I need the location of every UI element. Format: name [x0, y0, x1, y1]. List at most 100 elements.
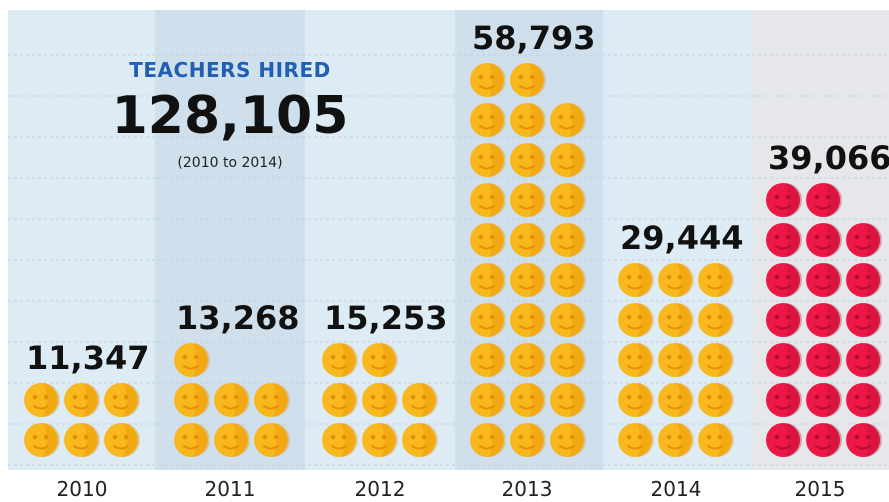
teacher-face-icon: [470, 303, 506, 337]
teacher-face-icon: [618, 423, 654, 457]
teacher-face-icon: [698, 303, 734, 337]
teacher-face-icon: [64, 423, 100, 457]
x-tick-2014: 2014: [651, 477, 702, 501]
teacher-face-icon: [510, 263, 546, 297]
teacher-face-icon: [806, 263, 842, 297]
teacher-face-icon: [766, 263, 802, 297]
icon-stack-2012: [322, 343, 438, 457]
teacher-face-icon: [618, 383, 654, 417]
teacher-face-icon: [214, 423, 250, 457]
icon-stack-2010: [24, 383, 140, 457]
x-tick-2011: 2011: [205, 477, 256, 501]
teacher-face-icon: [550, 303, 586, 337]
value-label-2012: 15,253: [324, 299, 447, 337]
value-label-2015: 39,066*: [768, 139, 889, 177]
teacher-face-icon: [402, 383, 438, 417]
teacher-face-icon: [766, 223, 802, 257]
teacher-face-icon: [510, 383, 546, 417]
teacher-face-icon: [806, 343, 842, 377]
teacher-face-icon: [214, 383, 250, 417]
value-label-2014: 29,444: [620, 219, 743, 257]
teacher-face-icon: [470, 143, 506, 177]
icon-stack-2014: [618, 263, 734, 457]
teacher-face-icon: [362, 383, 398, 417]
icon-stack-2015: [766, 183, 882, 457]
teacher-face-icon: [24, 383, 60, 417]
teacher-face-icon: [362, 423, 398, 457]
teacher-face-icon: [766, 383, 802, 417]
teacher-face-icon: [470, 103, 506, 137]
teacher-face-icon: [658, 343, 694, 377]
teacher-face-icon: [550, 223, 586, 257]
teacher-face-icon: [470, 263, 506, 297]
teacher-face-icon: [550, 423, 586, 457]
teacher-face-icon: [510, 303, 546, 337]
teacher-face-icon: [510, 223, 546, 257]
chart-title: TEACHERS HIRED: [129, 58, 331, 82]
teacher-face-icon: [322, 423, 358, 457]
teacher-face-icon: [846, 343, 882, 377]
teacher-face-icon: [766, 303, 802, 337]
teacher-face-icon: [470, 183, 506, 217]
teacher-face-icon: [362, 343, 398, 377]
teacher-face-icon: [550, 143, 586, 177]
teacher-face-icon: [322, 343, 358, 377]
teacher-face-icon: [618, 263, 654, 297]
teacher-face-icon: [846, 303, 882, 337]
value-label-2010: 11,347: [26, 339, 149, 377]
icon-stack-2011: [174, 343, 290, 457]
teacher-face-icon: [550, 343, 586, 377]
teacher-face-icon: [550, 263, 586, 297]
teacher-face-icon: [698, 383, 734, 417]
value-labels: 11,347 13,268 15,253 58,793 29,444 39,066*: [26, 19, 889, 377]
teacher-face-icon: [174, 423, 210, 457]
teacher-face-icon: [64, 383, 100, 417]
teacher-face-icon: [470, 343, 506, 377]
teacher-face-icon: [470, 223, 506, 257]
teacher-face-icon: [550, 183, 586, 217]
teacher-face-icon: [322, 383, 358, 417]
x-tick-2015: 2015: [795, 477, 846, 501]
gridlines: [8, 54, 889, 466]
icon-stack-2013: [470, 63, 586, 457]
teacher-face-icon: [254, 383, 290, 417]
teacher-face-icon: [470, 383, 506, 417]
teacher-face-icon: [510, 343, 546, 377]
teacher-face-icon: [470, 63, 506, 97]
teacher-face-icon: [104, 423, 140, 457]
teacher-face-icon: [174, 343, 210, 377]
teacher-face-icon: [402, 423, 438, 457]
teacher-face-icon: [766, 183, 802, 217]
teacher-face-icon: [470, 423, 506, 457]
total-range: (2010 to 2014): [177, 155, 283, 171]
total-hired: 128,105: [111, 86, 349, 146]
teacher-face-icon: [510, 103, 546, 137]
value-label-2011: 13,268: [176, 299, 299, 337]
x-tick-2013: 2013: [502, 477, 553, 501]
teacher-face-icon: [550, 103, 586, 137]
x-tick-2010: 2010: [57, 477, 108, 501]
teacher-face-icon: [766, 343, 802, 377]
teacher-face-icon: [846, 223, 882, 257]
teacher-face-icon: [698, 343, 734, 377]
x-tick-2012: 2012: [355, 477, 406, 501]
teacher-face-icon: [510, 63, 546, 97]
teacher-face-icon: [104, 383, 140, 417]
teacher-face-icon: [510, 423, 546, 457]
teacher-face-icon: [618, 343, 654, 377]
teacher-face-icon: [658, 303, 694, 337]
teacher-face-icon: [698, 423, 734, 457]
teacher-face-icon: [806, 423, 842, 457]
teacher-face-icon: [254, 423, 290, 457]
teacher-face-icon: [846, 263, 882, 297]
teacher-face-icon: [618, 303, 654, 337]
icon-stacks: [24, 63, 882, 457]
teacher-face-icon: [806, 223, 842, 257]
teacher-face-icon: [806, 303, 842, 337]
teacher-face-icon: [806, 383, 842, 417]
teacher-face-icon: [698, 263, 734, 297]
teacher-face-icon: [174, 383, 210, 417]
teacher-face-icon: [24, 423, 60, 457]
teacher-face-icon: [658, 423, 694, 457]
